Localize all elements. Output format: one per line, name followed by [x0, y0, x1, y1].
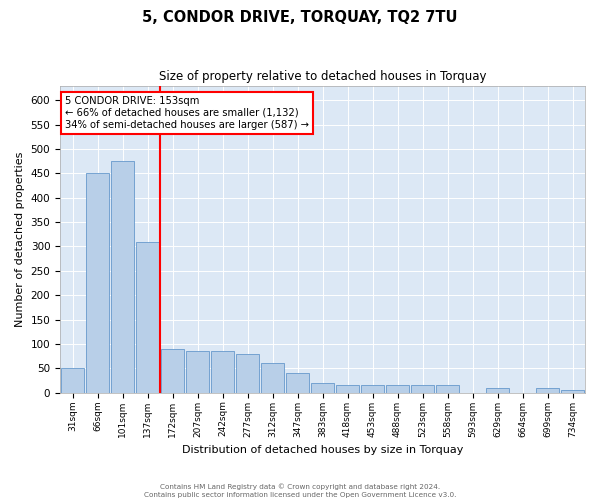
- Text: 5 CONDOR DRIVE: 153sqm
← 66% of detached houses are smaller (1,132)
34% of semi-: 5 CONDOR DRIVE: 153sqm ← 66% of detached…: [65, 96, 309, 130]
- Bar: [211, 351, 235, 393]
- Bar: [236, 354, 259, 393]
- Text: 5, CONDOR DRIVE, TORQUAY, TQ2 7TU: 5, CONDOR DRIVE, TORQUAY, TQ2 7TU: [142, 10, 458, 25]
- Bar: [286, 373, 310, 392]
- Bar: [536, 388, 559, 392]
- Title: Size of property relative to detached houses in Torquay: Size of property relative to detached ho…: [159, 70, 486, 83]
- Bar: [136, 242, 160, 392]
- Bar: [311, 383, 334, 392]
- Bar: [436, 386, 460, 392]
- Y-axis label: Number of detached properties: Number of detached properties: [15, 152, 25, 327]
- Bar: [485, 388, 509, 392]
- Bar: [61, 368, 85, 392]
- Bar: [110, 161, 134, 392]
- Bar: [161, 349, 184, 393]
- Bar: [185, 351, 209, 393]
- X-axis label: Distribution of detached houses by size in Torquay: Distribution of detached houses by size …: [182, 445, 463, 455]
- Text: Contains HM Land Registry data © Crown copyright and database right 2024.
Contai: Contains HM Land Registry data © Crown c…: [144, 483, 456, 498]
- Bar: [86, 174, 109, 392]
- Bar: [410, 386, 434, 392]
- Bar: [560, 390, 584, 392]
- Bar: [361, 386, 385, 392]
- Bar: [260, 364, 284, 392]
- Bar: [386, 386, 409, 392]
- Bar: [335, 386, 359, 392]
